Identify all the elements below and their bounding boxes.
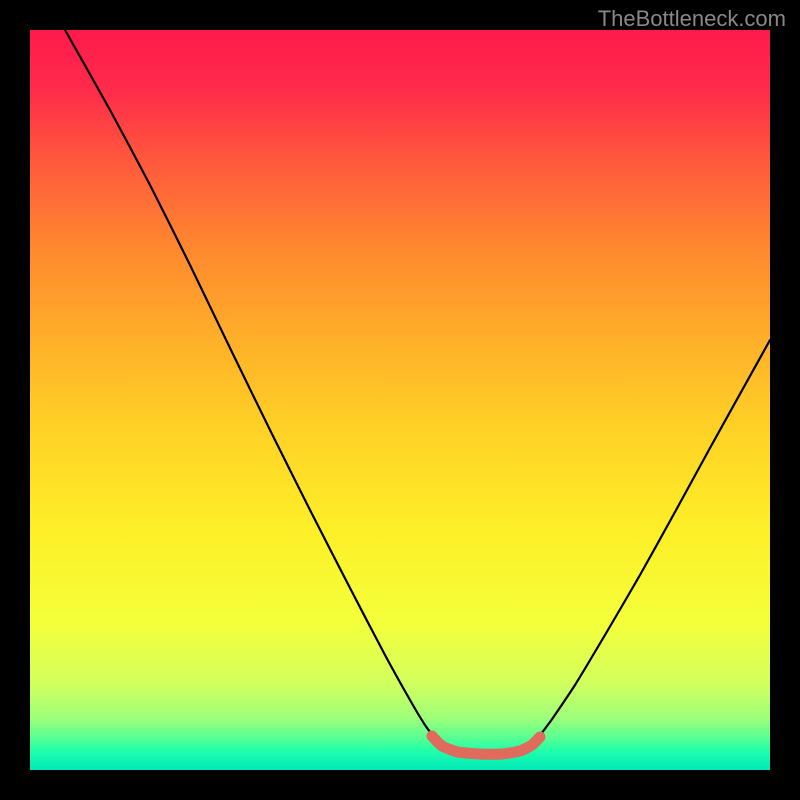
chart-frame: TheBottleneck.com: [0, 0, 800, 800]
gradient-background: [30, 30, 770, 770]
watermark-label: TheBottleneck.com: [598, 6, 786, 32]
bottleneck-curve-plot: [30, 30, 770, 770]
